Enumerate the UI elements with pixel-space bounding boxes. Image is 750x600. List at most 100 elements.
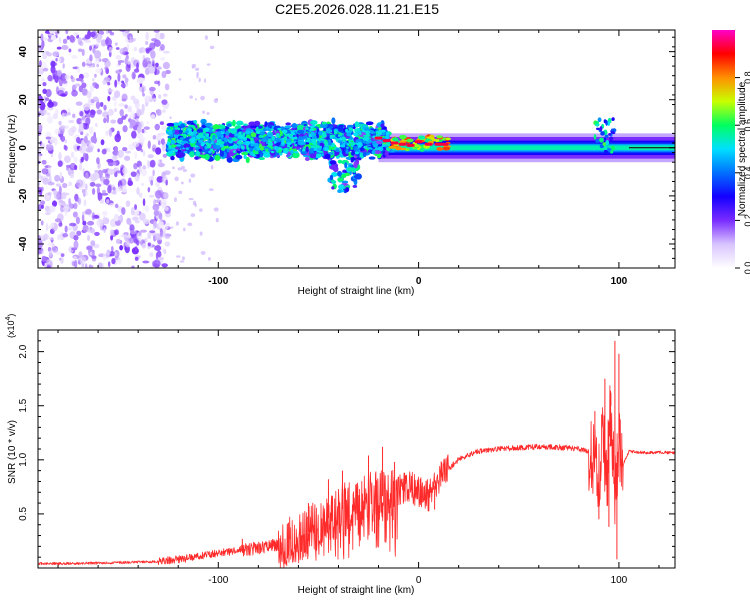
noise-blob: [91, 255, 97, 260]
noise-blob: [40, 33, 44, 42]
noise-blob: [139, 212, 146, 221]
band-blob-bright: [242, 132, 246, 137]
noise-blob: [73, 156, 78, 163]
band-blob-bright: [208, 150, 212, 154]
band-blob: [200, 118, 207, 125]
transition-blob: [442, 146, 451, 151]
band-blob-bright: [168, 130, 173, 135]
noise-blob: [107, 82, 111, 86]
noise-blob: [152, 97, 157, 103]
noise-blob: [161, 263, 168, 268]
band-blob-bright: [268, 138, 272, 142]
band-blob: [344, 162, 348, 169]
noise-blob: [149, 159, 156, 168]
band-blob-bright: [168, 150, 174, 154]
noise-blob: [117, 215, 123, 220]
noise-blob: [111, 258, 116, 265]
noise-blob: [106, 88, 114, 93]
noise-blob: [76, 136, 81, 144]
noise-blob: [121, 115, 127, 120]
noise-blob: [48, 30, 56, 34]
noise-blob: [121, 98, 127, 102]
noise-blob: [125, 239, 131, 248]
top-x-tick-label: 100: [611, 276, 628, 287]
noise-blob: [57, 190, 61, 194]
noise-blob: [164, 206, 169, 211]
noise-blob: [102, 189, 106, 194]
transition-blob: [398, 140, 406, 144]
spike-blob: [610, 150, 614, 154]
noise-blob: [145, 204, 149, 213]
noise-blob: [159, 121, 165, 126]
band-blob-bright: [205, 133, 210, 138]
band-blob: [245, 156, 250, 164]
band-blob-bright: [167, 141, 171, 146]
band-blob: [193, 120, 197, 124]
band-blob-bright: [283, 150, 288, 154]
noise-blob: [83, 103, 91, 111]
noise-blob: [86, 245, 93, 251]
noise-blob: [120, 234, 128, 238]
band-blob-bright: [278, 147, 283, 150]
noise-blob: [103, 178, 110, 186]
noise-blob: [104, 66, 108, 70]
noise-blob: [158, 221, 164, 229]
noise-blob: [114, 79, 118, 88]
noise-blob: [114, 42, 118, 46]
transition-blob: [406, 138, 414, 143]
band-blob: [331, 180, 337, 185]
noise-blob: [81, 82, 87, 89]
band-blob: [167, 127, 171, 130]
transition-peak: [406, 143, 415, 147]
noise-blob: [150, 179, 154, 186]
spike-blob: [604, 146, 608, 151]
noise-blob: [114, 107, 117, 113]
band-blob: [235, 120, 244, 126]
noise-blob: [159, 228, 163, 237]
spike-blob: [593, 134, 597, 140]
noise-blob: [64, 155, 71, 164]
spike-blob: [599, 144, 604, 149]
noise-blob: [90, 173, 97, 182]
band-blob: [177, 152, 185, 158]
colorbar-gradient: [712, 30, 735, 268]
noise-blob: [81, 88, 88, 96]
noise-blob: [129, 119, 136, 127]
band-blob-bright: [363, 128, 370, 131]
noise-blob: [119, 108, 124, 117]
band-blob: [189, 146, 194, 151]
noise-blob: [153, 259, 161, 268]
noise-blob: [45, 50, 49, 55]
noise-blob: [54, 218, 62, 223]
colorbar-ticks: 0.0 0.2 0.4 0.6 0.8: [735, 71, 750, 274]
band-blob-bright: [345, 130, 349, 133]
noise-blob: [72, 113, 76, 119]
transition-peak: [434, 142, 443, 146]
noise-blob: [158, 212, 163, 220]
noise-blob: [56, 183, 61, 187]
noise-blob: [139, 47, 146, 54]
noise-blob: [58, 77, 63, 87]
band-blob: [180, 123, 185, 129]
noise-blob: [114, 90, 121, 99]
speckle-blob: [187, 222, 193, 227]
noise-blob: [68, 48, 72, 53]
band-blob-bright: [234, 135, 238, 138]
band-blob: [225, 135, 230, 139]
band-blob-bright: [176, 144, 181, 147]
band-blob-bright: [168, 144, 172, 150]
noise-blob: [149, 230, 156, 234]
noise-blob: [107, 168, 115, 175]
band-blob-bright: [259, 131, 266, 136]
noise-blob: [121, 207, 126, 215]
band-blob: [258, 135, 264, 138]
noise-blob: [68, 181, 73, 187]
band-blob-bright: [241, 138, 244, 142]
band-blob-bright: [263, 146, 269, 149]
speckle-blob: [178, 190, 183, 195]
noise-blob: [110, 234, 114, 241]
speckle-blob: [194, 98, 198, 101]
noise-blob: [62, 233, 69, 238]
stable-band-line: [628, 147, 675, 149]
band-blob-bright: [253, 142, 259, 147]
